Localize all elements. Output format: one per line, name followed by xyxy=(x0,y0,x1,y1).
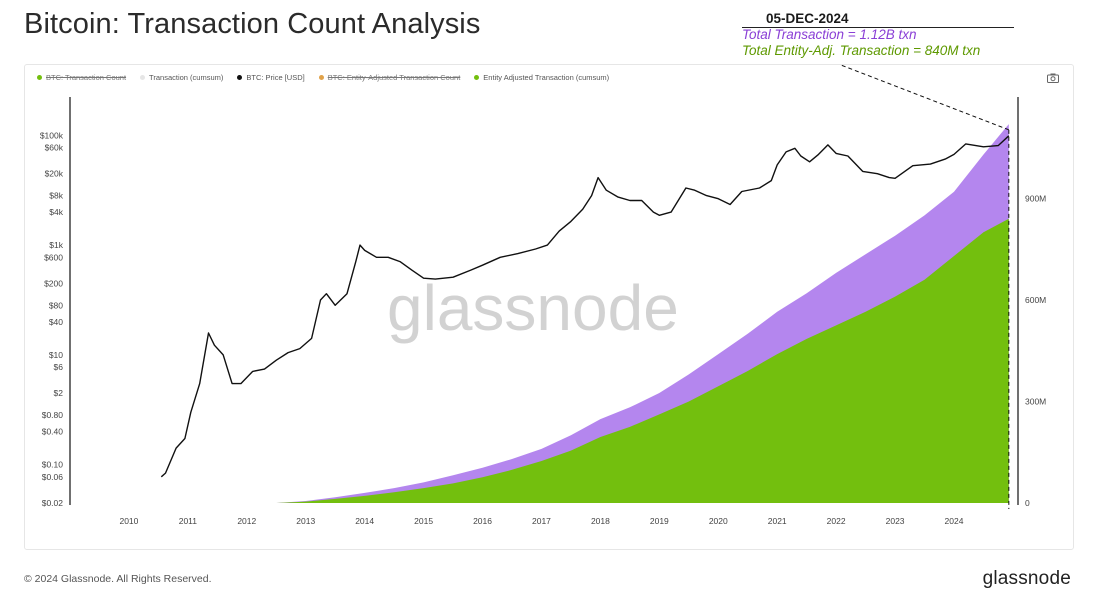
annotation-date: 05-DEC-2024 xyxy=(741,11,1015,28)
area-layer xyxy=(276,124,1009,504)
x-tick-label: 2023 xyxy=(886,516,905,526)
legend-dot xyxy=(140,75,146,80)
y-left-tick-label: $4k xyxy=(49,207,63,217)
y-left-tick-label: $6 xyxy=(54,362,64,372)
x-tick-label: 2019 xyxy=(650,516,669,526)
legend-item-price[interactable]: BTC: Price [USD] xyxy=(237,73,305,82)
legend-label: Transaction (cumsum) xyxy=(149,73,224,82)
legend-dot xyxy=(318,75,324,80)
legend-label: Entity Adjusted Transaction (cumsum) xyxy=(483,73,610,82)
chart-svg: glassnode $100k $60k $20k $8k $4k $1k $600 $200… xyxy=(40,65,1046,526)
camera-icon[interactable] xyxy=(1047,73,1059,83)
y-right-tick-label: 0 xyxy=(1025,498,1030,508)
footer-copyright: © 2024 Glassnode. All Rights Reserved. xyxy=(24,573,212,585)
watermark: glassnode xyxy=(387,272,679,344)
legend-label: BTC: Entity-Adjusted Transaction Count xyxy=(327,73,461,82)
annotation-entity: Total Entity-Adj. Transaction = 840M txn xyxy=(742,43,981,58)
y-left-tick-label: $80 xyxy=(49,300,63,310)
y-left-tick-label: $100k xyxy=(40,130,64,140)
y-left-tick-label: $0.06 xyxy=(42,472,64,482)
y-left-tick-label: $0.10 xyxy=(42,460,64,470)
y-left-tick-label: $2 xyxy=(54,388,64,398)
x-tick-label: 2011 xyxy=(179,516,198,526)
annotation-box: 05-DEC-2024 Total Transaction = 1.12B tx… xyxy=(741,11,1015,59)
x-tick-label: 2022 xyxy=(827,516,846,526)
legend-label: BTC: Transaction Count xyxy=(46,73,127,82)
legend-item-tx-cumsum[interactable]: Transaction (cumsum) xyxy=(140,73,223,82)
legend-item-entity-count[interactable]: BTC: Entity-Adjusted Transaction Count xyxy=(318,73,461,82)
legend-item-tx-count[interactable]: BTC: Transaction Count xyxy=(37,73,126,82)
x-tick-label: 2020 xyxy=(709,516,728,526)
y-left-tick-label: $40 xyxy=(49,317,63,327)
chart-card: BTC: Transaction Count Transaction (cums… xyxy=(24,64,1074,550)
price-line xyxy=(160,135,1010,478)
legend-item-entity-cumsum[interactable]: Entity Adjusted Transaction (cumsum) xyxy=(474,73,609,82)
y-left-tick-label: $0.02 xyxy=(42,498,64,508)
y-left-tick-label: $10 xyxy=(49,350,63,360)
x-tick-label: 2017 xyxy=(532,516,551,526)
chart-legend: BTC: Transaction Count Transaction (cums… xyxy=(37,73,609,82)
x-tick-label: 2018 xyxy=(591,516,610,526)
y-left-tick-label: $60k xyxy=(45,143,64,153)
y-left-tick-label: $1k xyxy=(49,240,63,250)
y-left-tick-label: $600 xyxy=(44,252,63,262)
annotation-total: Total Transaction = 1.12B txn xyxy=(742,27,917,42)
x-tick-label: 2021 xyxy=(768,516,787,526)
y-left-tick-label: $0.80 xyxy=(42,410,64,420)
legend-dot xyxy=(37,75,42,80)
annotation-pointer-line xyxy=(839,65,1010,131)
y-right-tick-label: 300M xyxy=(1025,397,1046,407)
x-tick-label: 2012 xyxy=(237,516,256,526)
x-tick-label: 2013 xyxy=(296,516,315,526)
x-tick-label: 2010 xyxy=(119,516,138,526)
y-right-tick-label: 900M xyxy=(1025,194,1046,204)
y-left-tick-label: $8k xyxy=(49,191,63,201)
page-title: Bitcoin: Transaction Count Analysis xyxy=(24,8,481,40)
x-tick-label: 2016 xyxy=(473,516,492,526)
y-left-tick-label: $20k xyxy=(45,169,64,179)
x-tick-label: 2015 xyxy=(414,516,433,526)
y-right-tick-label: 600M xyxy=(1025,295,1046,305)
legend-dot xyxy=(237,75,243,80)
y-left-tick-label: $200 xyxy=(44,278,63,288)
axes-layer: $100k $60k $20k $8k $4k $1k $600 $200 $80 $40 $10 $… xyxy=(40,97,1046,526)
x-tick-label: 2024 xyxy=(945,516,964,526)
date-marker-layer xyxy=(839,65,1010,509)
area-entity-transactions xyxy=(276,218,1009,504)
x-tick-label: 2014 xyxy=(355,516,374,526)
legend-label: BTC: Price [USD] xyxy=(246,73,305,82)
footer-logo: glassnode xyxy=(982,568,1071,589)
y-left-tick-label: $0.40 xyxy=(42,427,64,437)
legend-dot xyxy=(474,75,480,80)
price-layer xyxy=(160,135,1010,478)
